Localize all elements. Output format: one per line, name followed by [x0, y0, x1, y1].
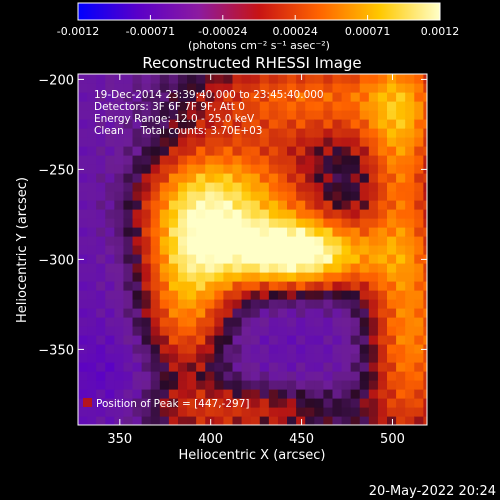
colorbar-ticks: -0.0012 -0.00071 -0.00024 0.00024 0.00071 0.0… — [57, 15, 459, 38]
y-tick-label: −200 — [38, 73, 74, 88]
colorbar-unit-label: (photons cm⁻² s⁻¹ asec⁻²) — [188, 39, 330, 52]
colorbar-tick-label: -0.00024 — [198, 25, 247, 38]
timestamp: 20-May-2022 20:24 — [369, 484, 496, 499]
x-axis-ticks: 350 400 450 500 — [107, 74, 405, 447]
y-axis-label: Heliocentric Y (arcsec) — [15, 177, 30, 323]
colorbar-tick-label: -0.00071 — [126, 25, 175, 38]
heatmap-cells — [78, 74, 427, 425]
info-time-range: 19-Dec-2014 23:39:40.000 to 23:45:40.000 — [94, 89, 324, 101]
x-tick-label: 350 — [107, 432, 132, 447]
x-tick-label: 450 — [289, 432, 314, 447]
colorbar — [77, 2, 441, 21]
info-energy-range: Energy Range: 12.0 - 25.0 keV — [94, 113, 255, 125]
colorbar-tick-label: 0.0012 — [421, 25, 460, 38]
info-detectors: Detectors: 3F 6F 7F 9F, Att 0 — [94, 101, 245, 113]
peak-marker-icon — [83, 398, 92, 407]
y-axis-ticks: −350 −300 −250 −200 — [38, 73, 427, 358]
colorbar-tick-label: -0.0012 — [57, 25, 99, 38]
info-clean-counts: Clean Total counts: 3.70E+03 — [94, 125, 263, 137]
chart-title: Reconstructed RHESSI Image — [142, 54, 361, 72]
colorbar-tick-label: 0.00024 — [272, 25, 318, 38]
x-tick-label: 500 — [380, 432, 405, 447]
x-axis-label: Heliocentric X (arcsec) — [179, 448, 326, 463]
info-text: 19-Dec-2014 23:39:40.000 to 23:45:40.000… — [94, 89, 324, 137]
y-tick-label: −300 — [38, 253, 74, 268]
colorbar-tick-label: 0.00071 — [345, 25, 391, 38]
x-tick-label: 400 — [198, 432, 223, 447]
y-tick-label: −350 — [38, 343, 74, 358]
y-tick-label: −250 — [38, 163, 74, 178]
peak-position-label: Position of Peak = [447,-297] — [96, 398, 250, 410]
plot-frame — [77, 73, 428, 426]
